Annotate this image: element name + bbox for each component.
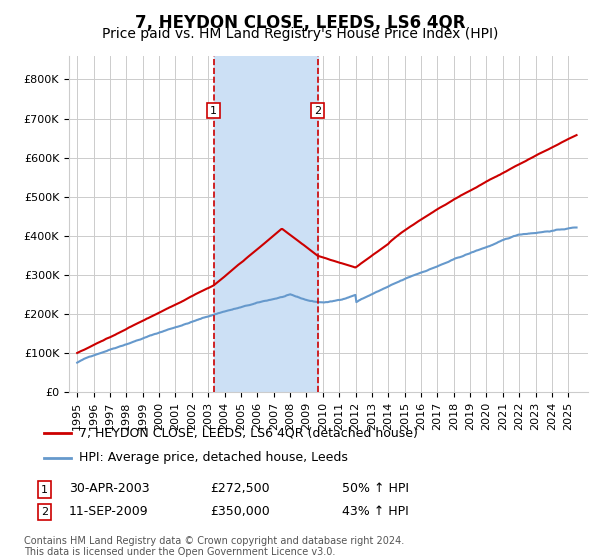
Text: 43% ↑ HPI: 43% ↑ HPI (342, 505, 409, 518)
Text: HPI: Average price, detached house, Leeds: HPI: Average price, detached house, Leed… (79, 451, 348, 464)
Text: Contains HM Land Registry data © Crown copyright and database right 2024.
This d: Contains HM Land Registry data © Crown c… (24, 535, 404, 557)
Text: 7, HEYDON CLOSE, LEEDS, LS6 4QR (detached house): 7, HEYDON CLOSE, LEEDS, LS6 4QR (detache… (79, 426, 418, 440)
Text: 11-SEP-2009: 11-SEP-2009 (69, 505, 149, 518)
Text: 7, HEYDON CLOSE, LEEDS, LS6 4QR: 7, HEYDON CLOSE, LEEDS, LS6 4QR (135, 14, 465, 32)
Text: 50% ↑ HPI: 50% ↑ HPI (342, 482, 409, 496)
Text: 1: 1 (210, 106, 217, 116)
Text: 2: 2 (41, 507, 48, 517)
Text: 2: 2 (314, 106, 321, 116)
Text: 1: 1 (41, 485, 48, 494)
Text: Price paid vs. HM Land Registry's House Price Index (HPI): Price paid vs. HM Land Registry's House … (102, 27, 498, 41)
Bar (214, 56, 317, 392)
Text: 30-APR-2003: 30-APR-2003 (69, 482, 149, 496)
Text: £350,000: £350,000 (210, 505, 270, 518)
Text: £272,500: £272,500 (210, 482, 269, 496)
